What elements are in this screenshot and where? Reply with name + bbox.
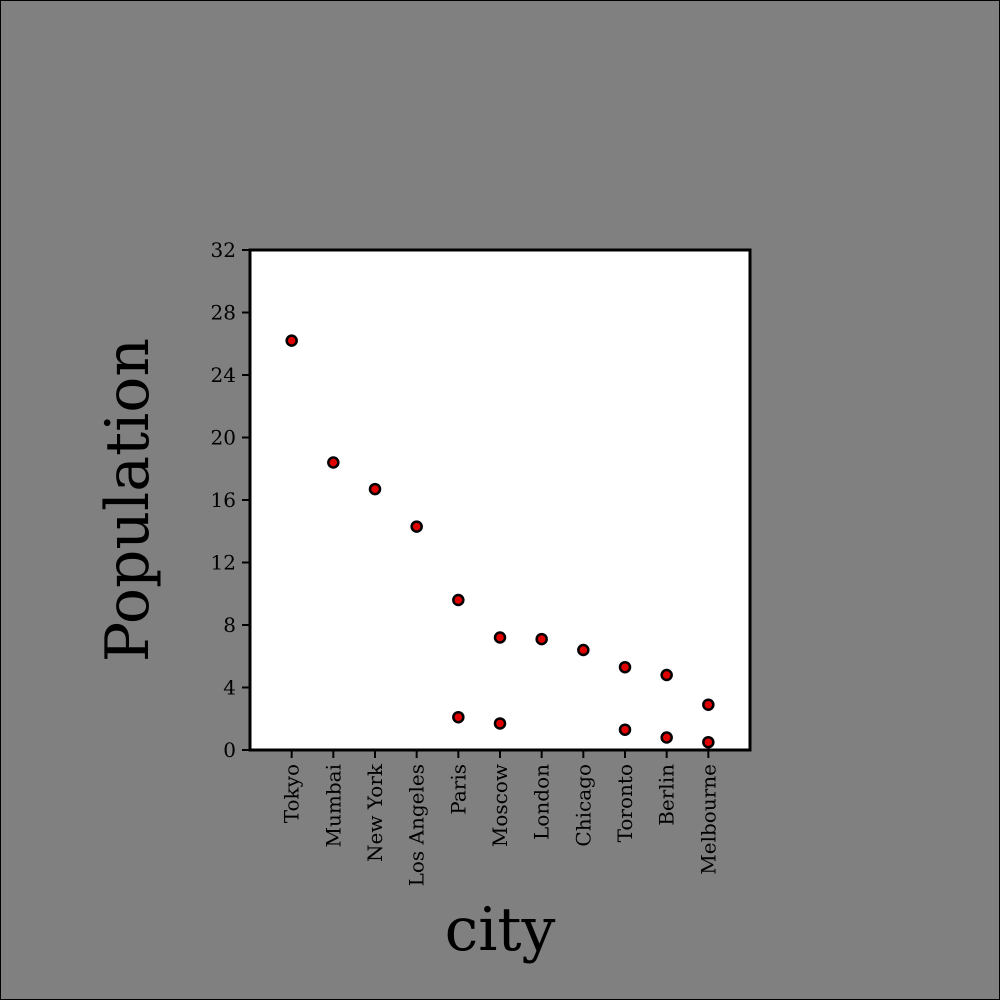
data-point (368, 482, 382, 496)
data-point (493, 631, 507, 644)
data-point (702, 735, 715, 749)
data-point (535, 632, 548, 646)
y-axis: 0 4 8 12 16 20 24 28 32 (211, 238, 250, 762)
data-point (285, 334, 298, 347)
data-point (452, 710, 465, 724)
plot-area (250, 250, 750, 750)
data-point (618, 660, 632, 674)
x-tick-label: Toronto (613, 764, 637, 842)
x-axis-title: city (445, 895, 556, 965)
x-tick-label: New York (363, 763, 387, 862)
x-tick-label: Los Angeles (405, 764, 429, 886)
x-tick-label: Tokyo (280, 764, 304, 823)
data-point (660, 731, 673, 744)
y-tick-label: 8 (223, 613, 236, 637)
x-tick-label: London (530, 764, 554, 840)
y-tick-label: 0 (223, 738, 236, 762)
data-point (577, 643, 590, 657)
y-tick-label: 16 (211, 488, 236, 512)
data-points (285, 334, 715, 749)
x-tick-label: Berlin (655, 764, 679, 826)
x-tick-label: Moscow (488, 764, 512, 847)
data-point (660, 668, 673, 682)
y-tick-label: 24 (211, 363, 236, 387)
data-point (410, 520, 423, 533)
y-tick-label: 32 (211, 238, 236, 262)
x-tick-label: Melbourne (696, 764, 720, 875)
plot-border (248, 248, 752, 752)
y-tick-label: 28 (211, 301, 236, 325)
y-tick-label: 4 (223, 676, 236, 700)
x-tick-label: Mumbai (321, 764, 345, 847)
data-point (327, 456, 340, 469)
data-point (618, 723, 632, 736)
y-axis-title: Population (93, 338, 163, 662)
x-tick-label: Chicago (571, 764, 595, 847)
data-point (493, 717, 507, 730)
data-point (452, 593, 465, 607)
y-tick-label: 12 (211, 551, 236, 575)
x-axis: Tokyo Mumbai New York Los Angeles Paris Mosco… (280, 750, 720, 886)
x-tick-label: Paris (446, 764, 470, 815)
y-tick-label: 20 (211, 426, 236, 450)
data-point (702, 698, 715, 711)
